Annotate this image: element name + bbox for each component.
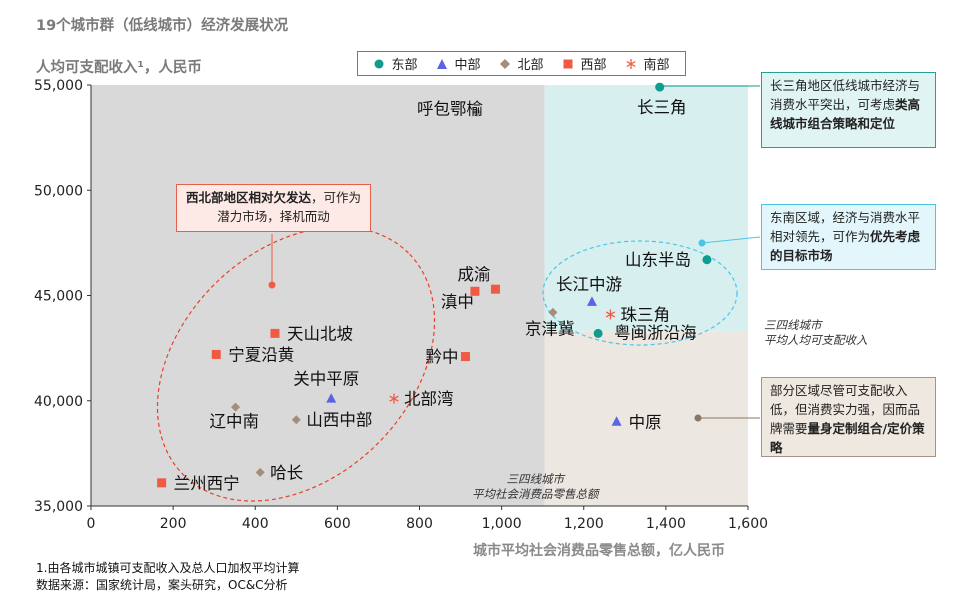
- legend-label: 南部: [643, 58, 670, 73]
- x-axis-title: 城市平均社会消费品零售总额，亿人民币: [473, 543, 725, 559]
- diamond-marker-icon: [500, 58, 511, 69]
- point-黔中: [460, 352, 470, 362]
- point-山西中部: [291, 415, 301, 425]
- point-label: 呼包鄂榆: [417, 99, 484, 118]
- legend-label: 中部: [454, 58, 481, 73]
- northwest-group-ellipse: [156, 226, 436, 502]
- x-tick-label: 0: [87, 516, 96, 532]
- point-label: 珠三角: [620, 305, 670, 324]
- square-marker-icon: [563, 59, 573, 68]
- point-label: 北部湾: [404, 390, 454, 409]
- chart-title: 19个城市群（低线城市）经济发展状况: [36, 18, 289, 34]
- low-income-high-retail-region: [544, 331, 748, 506]
- legend-label: 西部: [580, 58, 607, 73]
- x-tick-label: 1,000: [482, 516, 522, 532]
- point-label: 长江中游: [556, 275, 622, 294]
- high-income-high-retail-region: [544, 85, 748, 332]
- point-粤闽浙沿海: [593, 328, 603, 338]
- x-tick-label: 1,600: [728, 516, 768, 532]
- point-label: 哈长: [270, 463, 303, 482]
- x-tick-label: 800: [406, 516, 433, 532]
- central-connector-dot: [694, 414, 702, 422]
- point-label: 粤闽浙沿海: [614, 323, 697, 342]
- footnote: 1.由各城市城镇可支配收入及总人口加权平均计算 数据来源：国家统计局，案头研究，…: [36, 560, 299, 594]
- legend: 东部 中部 北部 西部 南部: [357, 51, 686, 76]
- legend-item-north: 北部: [499, 54, 544, 73]
- x-tick-label: 400: [242, 516, 269, 532]
- point-label: 黔中: [425, 348, 458, 367]
- point-兰州西宁: [157, 478, 167, 488]
- callout-central: 部分区域尽管可支配收入低，但消费实力强，因而品牌需要量身定制组合/定价策略: [761, 377, 936, 457]
- callout-yangtze-delta: 长三角地区低线城市经济与消费水平突出，可考虑类高线城市组合策略和定位: [761, 72, 936, 148]
- y-tick-label: 35,000: [34, 499, 83, 515]
- southeast-group-ellipse: [542, 240, 738, 346]
- low-retail-region: [91, 85, 545, 506]
- point-label: 兰州西宁: [174, 474, 240, 493]
- legend-label: 北部: [517, 58, 544, 73]
- point-label: 中原: [629, 413, 662, 432]
- point-宁夏沿黄: [211, 349, 221, 359]
- point-山东半岛: [702, 255, 712, 265]
- triangle-marker-icon: [437, 58, 448, 69]
- point-长三角: [655, 82, 665, 92]
- note-avg-retail: 三四线城市 平均社会消费品零售总额: [472, 472, 599, 501]
- callout-northwest: 西北部地区相对欠发达，可作为潜力市场，择机而动: [176, 184, 371, 232]
- point-label: 长三角: [637, 98, 687, 117]
- y-tick-label: 45,000: [34, 289, 83, 305]
- point-label: 滇中: [441, 292, 474, 311]
- point-呼包鄂榆: [472, 107, 482, 117]
- point-label: 辽中南: [210, 412, 259, 431]
- point-天山北坡: [270, 328, 280, 338]
- point-label: 京津冀: [525, 319, 575, 338]
- footnote-line-1: 1.由各城市城镇可支配收入及总人口加权平均计算: [36, 561, 300, 575]
- y-tick-label: 40,000: [34, 394, 83, 410]
- x-tick-label: 1,200: [564, 516, 604, 532]
- point-辽中南: [231, 402, 241, 412]
- point-label: 关中平原: [293, 370, 359, 389]
- note-avg-income: 三四线城市 平均人均可支配收入: [764, 318, 868, 347]
- point-关中平原: [326, 393, 337, 403]
- x-tick-label: 200: [160, 516, 187, 532]
- point-label: 山西中部: [306, 411, 372, 430]
- southeast-connector: [701, 236, 761, 244]
- legend-item-south: 南部: [625, 54, 670, 73]
- x-tick-label: 1,400: [646, 516, 686, 532]
- point-长江中游: [586, 296, 597, 306]
- point-哈长: [255, 467, 265, 477]
- legend-item-central: 中部: [436, 54, 481, 73]
- callout-southeast: 东南区域，经济与消费水平相对领先，可作为优先考虑的目标市场: [761, 204, 936, 270]
- point-京津冀: [548, 307, 558, 317]
- point-label: 成渝: [457, 265, 490, 284]
- point-滇中: [470, 286, 480, 296]
- point-北部湾: [389, 393, 399, 404]
- y-tick-label: 55,000: [34, 78, 83, 94]
- y-tick-label: 50,000: [34, 183, 83, 199]
- legend-label: 东部: [391, 58, 418, 73]
- x-tick-label: 600: [324, 516, 351, 532]
- y-axis-title: 人均可支配收入¹，人民币: [36, 60, 202, 76]
- legend-item-east: 东部: [373, 54, 418, 73]
- circle-marker-icon: [374, 59, 384, 68]
- point-label: 宁夏沿黄: [228, 345, 294, 364]
- northwest-connector-dot: [268, 281, 276, 289]
- point-label: 天山北坡: [287, 324, 353, 343]
- asterisk-marker-icon: [626, 58, 637, 69]
- point-珠三角: [605, 309, 616, 320]
- source-line: 数据来源：国家统计局，案头研究，OC&C分析: [36, 578, 288, 592]
- point-label: 山东半岛: [625, 251, 691, 270]
- legend-item-west: 西部: [562, 54, 607, 73]
- point-中原: [611, 416, 622, 426]
- southeast-connector-dot: [698, 239, 706, 247]
- point-成渝: [490, 284, 500, 294]
